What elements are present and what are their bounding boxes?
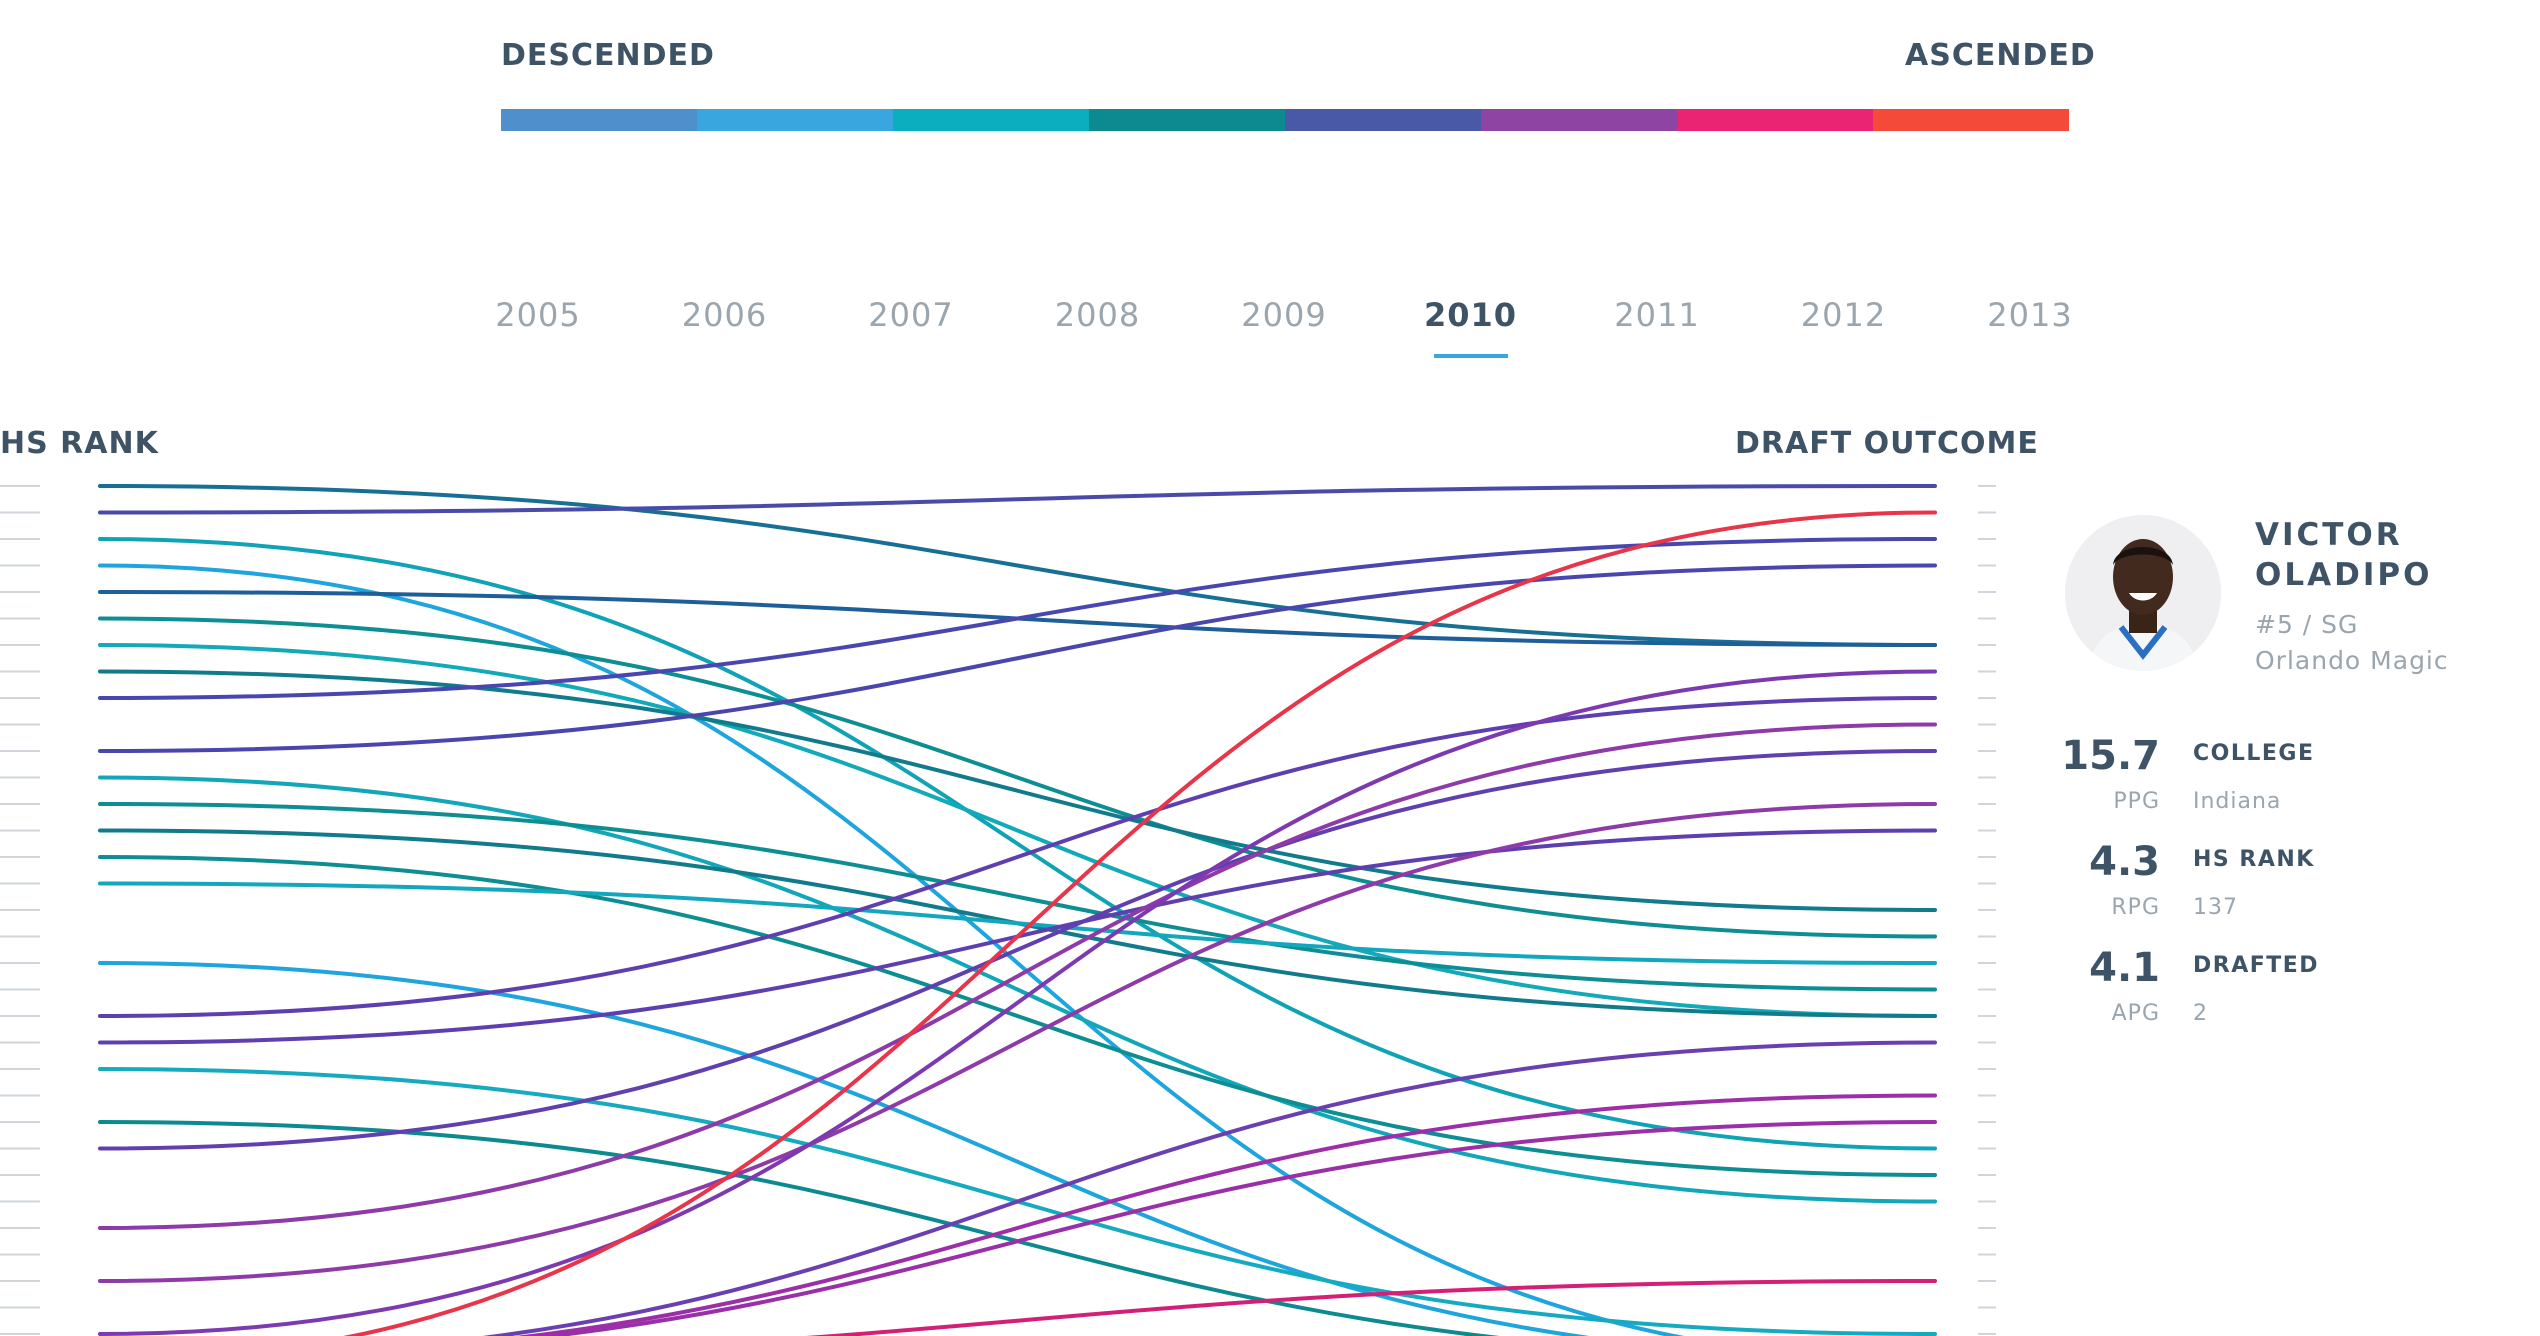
legend-ascended-label: ASCENDED xyxy=(1905,38,2096,73)
color-scale-segment-3 xyxy=(893,109,1089,131)
player-line-28[interactable] xyxy=(100,1120,1937,1336)
player-line-11[interactable] xyxy=(98,775,1937,1204)
stat-drafted-value: 2 xyxy=(2193,1001,2208,1026)
player-name: VICTOR OLADIPO xyxy=(2255,515,2515,595)
player-line-14[interactable] xyxy=(98,855,1937,1177)
player-line-16[interactable] xyxy=(98,961,1935,1336)
color-scale-bar xyxy=(501,109,2069,131)
year-tab-2005[interactable]: 2005 xyxy=(495,296,581,334)
player-line-22[interactable] xyxy=(98,722,1937,1230)
player-line-1[interactable] xyxy=(98,484,1937,647)
color-scale-segment-6 xyxy=(1481,109,1677,131)
stat-rpg-value: 4.3 xyxy=(2089,839,2160,885)
year-tab-2007[interactable]: 2007 xyxy=(868,296,954,334)
player-line-23[interactable] xyxy=(98,802,1937,1283)
stat-rpg-unit: RPG xyxy=(2111,895,2160,920)
year-tab-2006[interactable]: 2006 xyxy=(681,296,768,334)
player-line-29[interactable] xyxy=(100,1279,1937,1336)
player-line-2[interactable] xyxy=(98,484,1937,515)
player-card: VICTOR OLADIPO #5 / SG Orlando Magic 15.… xyxy=(2061,515,2525,1035)
hs-rank-axis-title: HS RANK xyxy=(0,426,159,461)
player-last-name: OLADIPO xyxy=(2255,557,2433,593)
year-tab-2011[interactable]: 2011 xyxy=(1614,296,1700,334)
player-details: #5 / SG Orlando Magic xyxy=(2255,607,2525,679)
player-line-6[interactable] xyxy=(98,616,1937,939)
player-line-7[interactable] xyxy=(98,643,1937,1018)
player-number-position: #5 / SG xyxy=(2255,610,2359,639)
color-scale-segment-4 xyxy=(1089,109,1285,131)
year-tab-2012[interactable]: 2012 xyxy=(1800,296,1887,334)
color-scale-segment-2 xyxy=(697,109,893,131)
stat-college-value: Indiana xyxy=(2193,789,2282,814)
color-scale-segment-8 xyxy=(1873,109,2069,131)
player-line-3[interactable] xyxy=(98,537,1937,1151)
color-scale-segment-7 xyxy=(1677,109,1873,131)
stat-ppg-value: 15.7 xyxy=(2061,733,2160,779)
player-line-17[interactable] xyxy=(98,696,1937,1018)
stat-row-drafted: 4.1 APG DRAFTED 2 xyxy=(2065,945,2525,1051)
player-avatar xyxy=(2065,515,2221,671)
draft-outcome-axis-title: DRAFT OUTCOME xyxy=(1735,426,2039,461)
stat-apg-value: 4.1 xyxy=(2089,945,2160,991)
stat-apg-unit: APG xyxy=(2111,1001,2160,1026)
year-tabs: 2005 2006 2007 2008 2009 2010 2011 2012 2013 xyxy=(0,296,2540,376)
year-tab-2010[interactable]: 2010 xyxy=(1411,296,1531,358)
player-photo xyxy=(2065,515,2221,671)
color-scale-segment-5 xyxy=(1285,109,1481,131)
player-line-12[interactable] xyxy=(98,802,1937,992)
player-line-15[interactable] xyxy=(98,881,1937,965)
player-team: Orlando Magic xyxy=(2255,646,2449,675)
rank-tick-marks xyxy=(0,485,1996,1335)
year-tab-2009[interactable]: 2009 xyxy=(1241,296,1327,334)
player-line-26[interactable] xyxy=(100,1093,1937,1336)
stat-hs-rank-label: HS RANK xyxy=(2193,847,2315,872)
stat-row-hs-rank: 4.3 RPG HS RANK 137 xyxy=(2065,839,2525,945)
player-lines xyxy=(98,484,1937,1336)
player-line-24[interactable] xyxy=(98,669,1937,1336)
legend-descended-label: DESCENDED xyxy=(501,38,715,73)
year-tab-2013[interactable]: 2013 xyxy=(1987,296,2073,334)
player-line-27[interactable] xyxy=(100,1040,1937,1336)
player-line-4[interactable] xyxy=(98,563,1935,1336)
stat-hs-rank-value: 137 xyxy=(2193,895,2238,920)
stat-ppg-unit: PPG xyxy=(2113,789,2160,814)
color-scale-segment-1 xyxy=(501,109,697,131)
player-line-10[interactable] xyxy=(98,563,1937,753)
player-line-9[interactable] xyxy=(98,537,1937,700)
player-line-25[interactable] xyxy=(100,510,1937,1336)
stat-college-label: COLLEGE xyxy=(2193,741,2315,766)
player-line-21[interactable] xyxy=(98,749,1937,1151)
year-tab-2008[interactable]: 2008 xyxy=(1054,296,1141,334)
stat-drafted-label: DRAFTED xyxy=(2193,953,2320,978)
stat-row-college: 15.7 PPG COLLEGE Indiana xyxy=(2061,733,2525,839)
player-first-name: VICTOR xyxy=(2255,517,2403,553)
